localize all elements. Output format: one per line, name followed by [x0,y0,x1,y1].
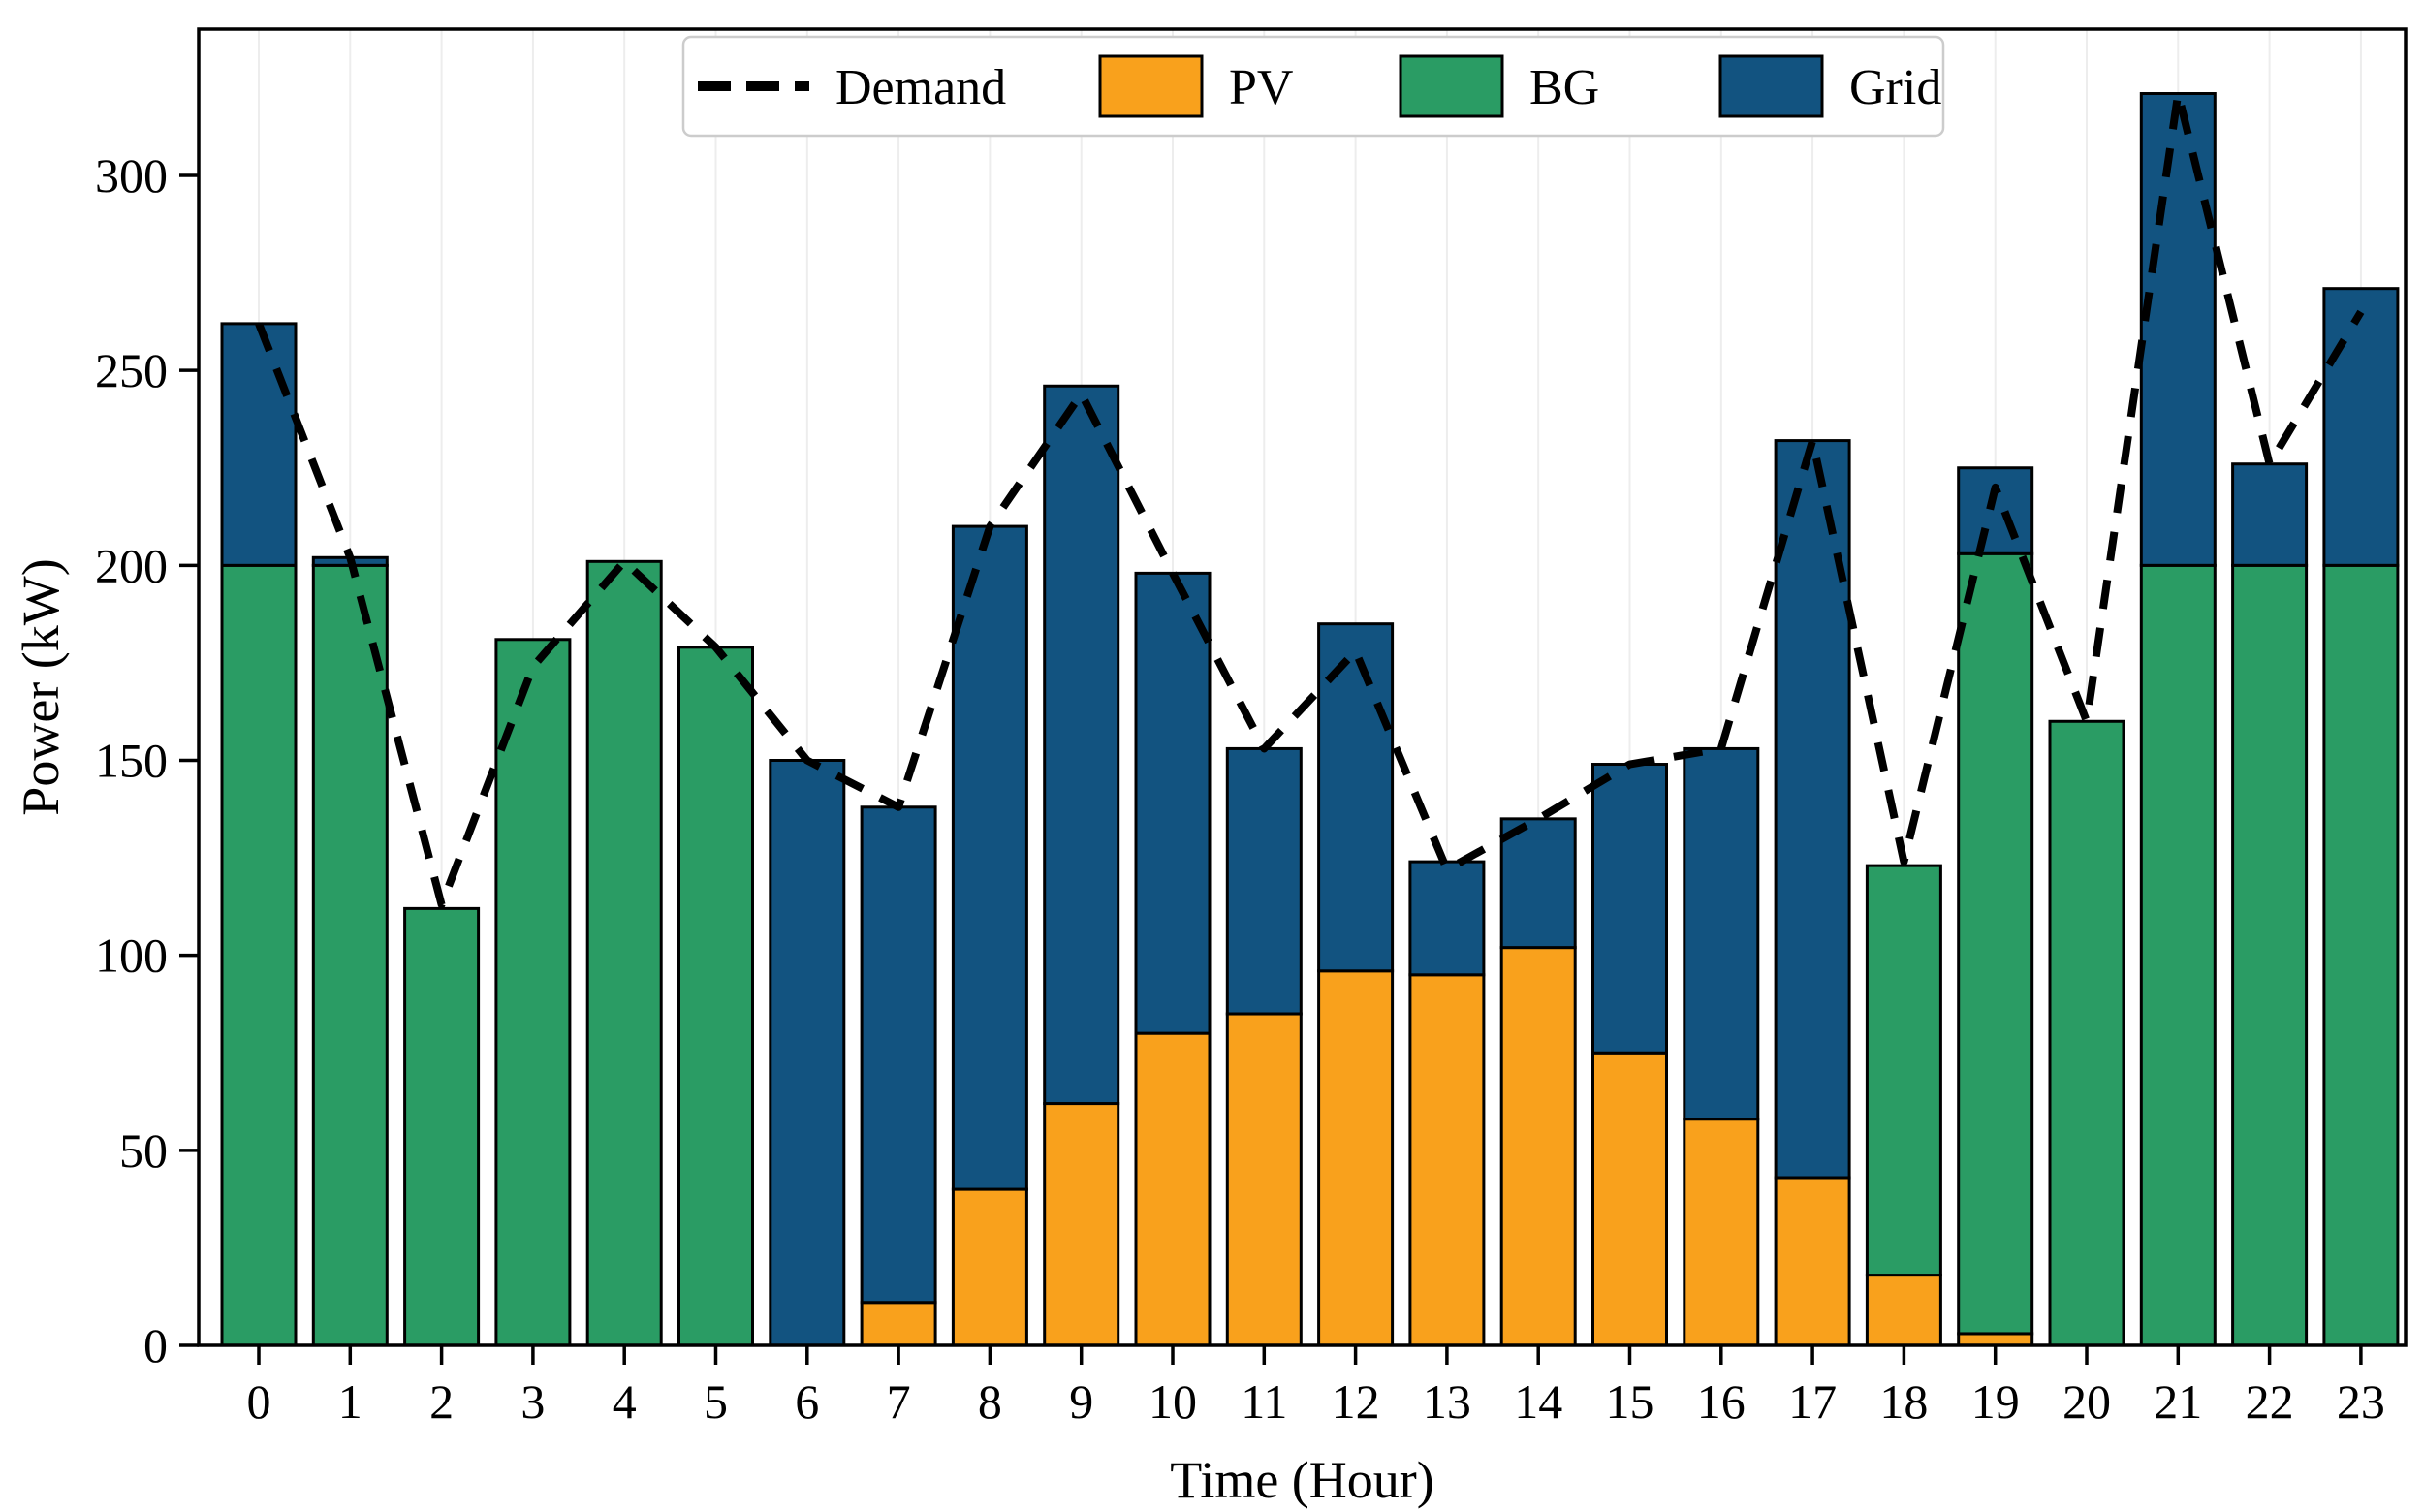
legend-pv-swatch [1098,54,1204,118]
grid-segment-hour-21 [2139,92,2217,567]
x-tick-label-1: 1 [338,1374,362,1429]
x-tick-label-2: 2 [429,1374,454,1429]
x-tick-label-0: 0 [247,1374,271,1429]
pv-segment-hour-13 [1408,973,1486,1347]
grid-segment-hour-17 [1774,439,1851,1180]
pv-segment-hour-15 [1591,1051,1668,1347]
pv-segment-hour-16 [1683,1118,1760,1347]
x-tick-label-5: 5 [704,1374,728,1429]
bg-segment-hour-0 [220,563,298,1347]
demand-line [255,89,2365,909]
grid-segment-hour-9 [1043,384,1120,1106]
y-axis-title: Power (kW) [12,558,70,815]
bg-segment-hour-3 [494,638,572,1347]
grid-segment-hour-15 [1591,763,1668,1055]
grid-segment-hour-0 [220,322,298,567]
x-tick-label-12: 12 [1332,1374,1380,1429]
x-tick-label-14: 14 [1514,1374,1562,1429]
pv-segment-hour-17 [1774,1176,1851,1347]
legend-grid-label: Grid [1849,60,1941,115]
bg-segment-hour-23 [2322,563,2400,1347]
grid-segment-hour-6 [769,759,846,1347]
bg-segment-hour-2 [403,906,481,1347]
x-tick-label-21: 21 [2154,1374,2202,1429]
grid-segment-hour-23 [2322,287,2400,567]
pv-segment-hour-14 [1499,946,1577,1347]
legend-bg-label: BG [1529,60,1599,115]
pv-segment-hour-19 [1957,1332,2034,1347]
x-tick-label-15: 15 [1606,1374,1654,1429]
pv-segment-hour-9 [1043,1102,1120,1347]
x-tick-label-4: 4 [613,1374,637,1429]
x-tick-label-3: 3 [520,1374,545,1429]
pv-segment-hour-18 [1865,1274,1942,1347]
bg-segment-hour-4 [585,559,663,1347]
pv-segment-hour-12 [1317,969,1395,1347]
legend-grid-swatch [1718,54,1824,118]
bg-segment-hour-22 [2231,563,2309,1347]
bg-segment-hour-19 [1957,551,2034,1336]
x-tick-label-22: 22 [2246,1374,2294,1429]
x-tick-label-6: 6 [795,1374,819,1429]
x-tick-label-17: 17 [1788,1374,1837,1429]
bg-segment-hour-21 [2139,563,2217,1347]
bg-segment-hour-18 [1865,864,1942,1277]
pv-segment-hour-10 [1134,1031,1212,1347]
x-tick-label-19: 19 [1971,1374,2020,1429]
grid-segment-hour-14 [1499,817,1577,950]
x-tick-label-11: 11 [1241,1374,1287,1429]
bg-segment-hour-5 [677,646,754,1347]
y-tick-label-250: 250 [95,343,168,397]
y-tick-label-150: 150 [95,734,168,788]
grid-segment-hour-10 [1134,571,1212,1035]
bg-segment-hour-1 [311,563,389,1347]
y-tick-label-300: 300 [95,148,168,203]
grid-segment-hour-8 [951,524,1028,1191]
x-tick-label-7: 7 [887,1374,911,1429]
y-tick-label-50: 50 [119,1123,168,1178]
x-tick-label-18: 18 [1879,1374,1928,1429]
grid-segment-hour-22 [2231,462,2309,567]
x-tick-label-9: 9 [1069,1374,1093,1429]
x-tick-label-23: 23 [2337,1374,2385,1429]
x-tick-label-8: 8 [978,1374,1002,1429]
grid-segment-hour-11 [1225,746,1303,1016]
bg-segment-hour-20 [2048,719,2125,1347]
grid-segment-hour-16 [1683,746,1760,1121]
pv-segment-hour-7 [860,1301,937,1347]
legend-box [681,35,1945,138]
x-axis-title: Time (Hour) [1170,1451,1434,1509]
grid-segment-hour-7 [860,805,937,1305]
x-tick-label-10: 10 [1149,1374,1197,1429]
legend-pv-label: PV [1229,60,1293,115]
grid-segment-hour-19 [1957,466,2034,555]
legend-demand-label: Demand [835,60,1006,115]
grid-segment-hour-13 [1408,860,1486,977]
y-tick-label-100: 100 [95,929,168,983]
pv-segment-hour-8 [951,1187,1028,1347]
y-tick-label-0: 0 [143,1318,168,1372]
x-tick-label-13: 13 [1423,1374,1471,1429]
legend-bg-swatch [1399,54,1504,118]
pv-segment-hour-11 [1225,1012,1303,1347]
y-tick-label-200: 200 [95,538,168,592]
plot-border [197,27,2408,1347]
x-tick-label-16: 16 [1697,1374,1746,1429]
x-tick-label-20: 20 [2062,1374,2111,1429]
